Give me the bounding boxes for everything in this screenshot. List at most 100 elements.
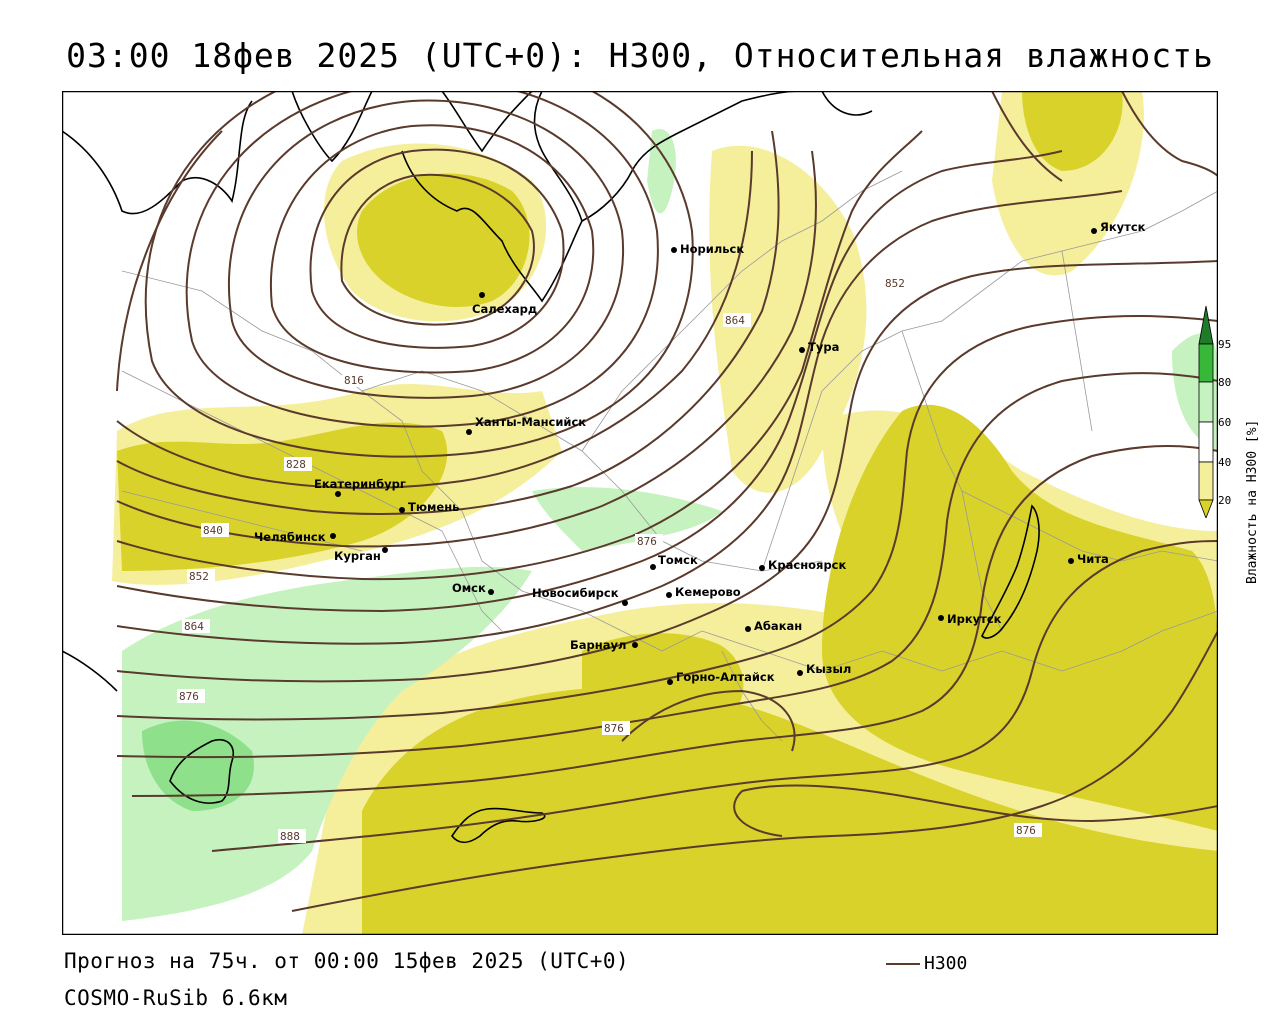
city-norilsk[interactable]: Норильск [671,242,744,256]
humidity-field [112,91,1218,935]
city-krasnoyarsk[interactable]: Красноярск [759,558,846,572]
city-marker [479,292,485,298]
city-marker [330,533,336,539]
svg-text:Челябинск: Челябинск [254,530,326,544]
humidity-zone-southwest-moist [122,566,532,921]
model-info: COSMO-RuSib 6.6км [64,986,288,1010]
cities: Салехард Норильск Якутск Тура Ханты-Манс… [254,220,1146,685]
weather-map[interactable]: 816 828 840 852 864 876 876 852 864 876 … [62,91,1218,935]
isohypse-label: 828 [284,457,312,471]
isohypse-label: 852 [187,569,215,583]
humidity-zone-band-moist [532,487,722,551]
city-chelyabinsk[interactable]: Челябинск [254,530,336,544]
humidity-zone-north-dark [357,173,530,307]
isohypse-label: 864 [723,313,751,327]
colorbar-tick: 95 [1218,338,1231,351]
city-marker [799,347,805,353]
svg-text:852: 852 [885,277,905,290]
city-kemerovo[interactable]: Кемерово [666,585,741,599]
city-novosibirsk[interactable]: Новосибирск [532,586,628,606]
colorbar-tick: 20 [1218,494,1231,507]
svg-text:864: 864 [725,314,745,327]
svg-text:876: 876 [604,722,624,735]
lake-balkhash [451,807,546,844]
colorbar-title: Влажность на H300 [%] [1245,420,1260,584]
humidity-zone-south-dark [362,687,1218,935]
city-kyzyl[interactable]: Кызыл [797,662,851,676]
humidity-zone-northeast-dark [1022,91,1123,171]
svg-text:Екатеринбург: Екатеринбург [314,477,406,491]
city-marker [666,592,672,598]
svg-text:Чита: Чита [1077,552,1109,566]
svg-text:Тюмень: Тюмень [408,500,459,514]
colorbar-top-arrow [1198,306,1214,345]
city-gorno-altaysk[interactable]: Горно-Алтайск [667,670,775,685]
isohypse-label: 876 [1014,823,1042,837]
svg-text:Ханты-Мансийск: Ханты-Мансийск [475,415,586,429]
city-irkutsk[interactable]: Иркутск [938,612,1002,626]
svg-text:840: 840 [203,524,223,537]
isohypse-label: 840 [201,523,229,537]
city-tomsk[interactable]: Томск [650,553,698,570]
humidity-colorbar: 95 80 60 40 20 [1198,306,1231,518]
city-marker [667,679,673,685]
colorbar-step-80 [1198,381,1214,423]
city-khanty-mansiysk[interactable]: Ханты-Мансийск [466,415,586,435]
city-kurgan[interactable]: Курган [334,547,388,563]
city-salekhard[interactable]: Салехард [472,292,537,316]
city-yekaterinburg[interactable]: Екатеринбург [314,477,406,497]
forecast-info: Прогноз на 75ч. от 00:00 15фев 2025 (UTC… [64,949,630,973]
svg-text:Влажность на H300 [%]: Влажность на H300 [%] [1245,420,1260,584]
map-frame [62,91,1218,935]
isohypse-legend-label: H300 [924,953,968,974]
isohypses [116,91,1218,912]
humidity-zone-northcentral-moist [647,129,676,214]
humidity-zone-central-light [709,145,867,493]
city-marker [650,564,656,570]
svg-text:Курган: Курган [334,549,381,563]
isohypse-swatch [886,963,920,965]
colorbar-step-40 [1198,461,1214,501]
city-chita[interactable]: Чита [1068,552,1109,566]
svg-text:Якутск: Якутск [1100,220,1146,234]
isohypse-label: 876 [177,689,205,703]
svg-text:876: 876 [637,535,657,548]
city-omsk[interactable]: Омск [452,581,494,595]
colorbar-step-60 [1198,421,1214,463]
city-marker [745,626,751,632]
svg-text:Новосибирск: Новосибирск [532,586,619,600]
isohypse-label: 864 [182,619,210,633]
isohypse-label: 888 [278,829,306,843]
svg-text:852: 852 [189,570,209,583]
svg-text:Горно-Алтайск: Горно-Алтайск [676,670,775,684]
city-abakan[interactable]: Абакан [745,619,802,633]
svg-text:888: 888 [280,830,300,843]
city-marker [466,429,472,435]
lake-aral [169,739,234,804]
svg-text:828: 828 [286,458,306,471]
isohypse-labels: 816 828 840 852 864 876 876 852 864 876 … [177,276,1042,843]
isohypse-label: 876 [602,721,630,735]
colorbar-tick: 60 [1218,416,1231,429]
humidity-zone-east-dark [822,404,1218,831]
isohypse-label: 876 [635,534,663,548]
city-tyumen[interactable]: Тюмень [399,500,459,514]
svg-text:876: 876 [1016,824,1036,837]
svg-text:Томск: Томск [658,553,698,567]
city-marker [938,615,944,621]
svg-text:Кемерово: Кемерово [675,585,741,599]
city-barnaul[interactable]: Барнаул [570,638,638,652]
isohypse-label: 816 [342,373,370,387]
colorbar-tick: 80 [1218,376,1231,389]
city-marker [632,642,638,648]
colorbar-bottom-arrow [1198,499,1214,518]
city-tura[interactable]: Тура [799,340,839,354]
lake-baikal [981,504,1040,639]
city-yakutsk[interactable]: Якутск [1091,220,1146,234]
svg-text:Иркутск: Иркутск [947,612,1002,626]
city-marker [1091,228,1097,234]
svg-text:Тура: Тура [808,340,839,354]
svg-text:816: 816 [344,374,364,387]
svg-text:Омск: Омск [452,581,486,595]
svg-text:Барнаул: Барнаул [570,638,626,652]
